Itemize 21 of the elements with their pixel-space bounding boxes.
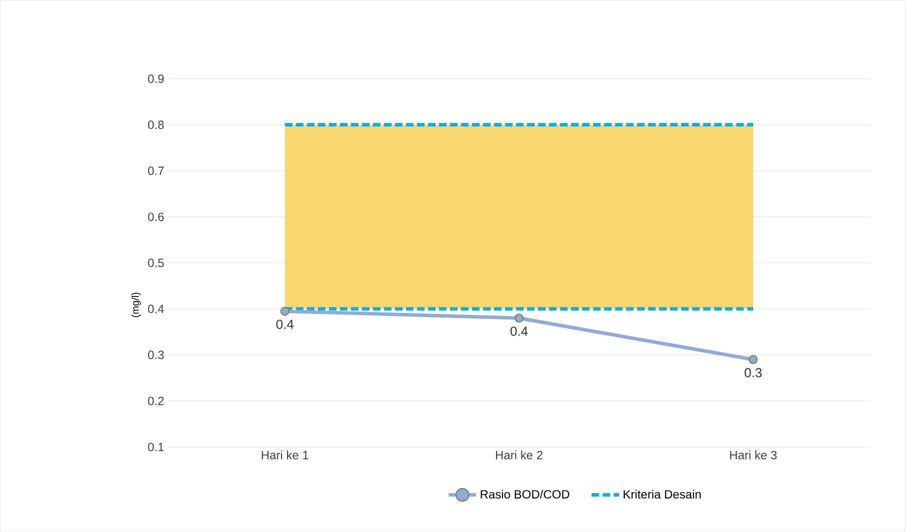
y-tick-label: 0.7: [148, 166, 164, 176]
y-axis-title: (mg/l): [131, 292, 141, 318]
x-tick-label: Hari ke 3: [730, 450, 777, 460]
legend-label: Kriteria Desain: [624, 490, 701, 499]
data-label: 0.4: [276, 320, 294, 330]
y-tick-label: 0.4: [148, 304, 164, 314]
data-label: 0.4: [510, 326, 528, 336]
point: [748, 355, 758, 364]
y-tick-label: 0.3: [148, 350, 164, 360]
y-tick-label: 0.9: [148, 74, 164, 84]
point: [280, 306, 290, 316]
y-tick-label: 0.1: [148, 442, 164, 452]
y-tick-label: 0.5: [148, 258, 164, 268]
x-tick-label: Hari ke 1: [262, 450, 308, 460]
y-tick-label: 0.6: [148, 212, 164, 222]
x-tick-label: Hari ke 2: [496, 450, 542, 460]
y-tick-label: 0.2: [148, 396, 164, 406]
point: [514, 314, 524, 323]
legend-label: Rasio BOD/COD: [480, 490, 570, 499]
y-tick-label: 0.8: [148, 120, 164, 130]
data-label: 0.3: [744, 368, 762, 378]
